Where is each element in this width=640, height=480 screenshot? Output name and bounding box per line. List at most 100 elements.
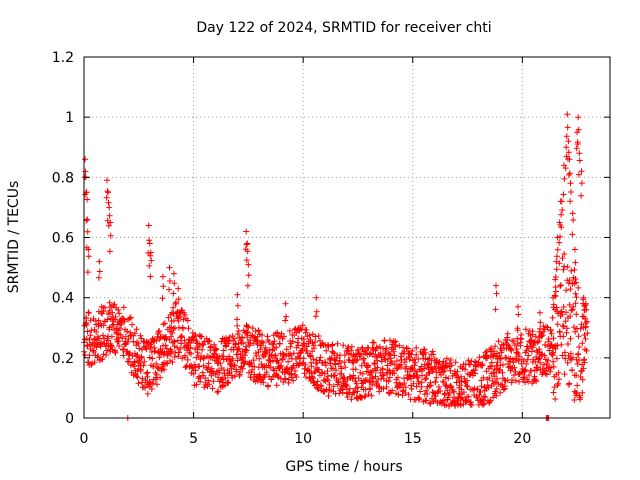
data-point: [178, 340, 185, 347]
data-point: [353, 380, 360, 387]
data-point: [354, 356, 361, 363]
data-point: [112, 349, 119, 356]
data-point: [427, 400, 434, 407]
data-point: [206, 369, 213, 376]
data-point: [565, 138, 572, 145]
data-point: [467, 361, 474, 368]
data-point: [396, 342, 403, 349]
data-point: [575, 171, 582, 178]
data-point: [156, 328, 163, 334]
data-point: [116, 343, 123, 349]
data-point: [351, 389, 358, 396]
data-point: [299, 322, 306, 329]
data-point: [355, 346, 362, 353]
data-point: [209, 385, 216, 392]
data-point: [313, 308, 320, 315]
data-point: [491, 366, 498, 373]
data-point: [550, 363, 557, 370]
data-point: [476, 354, 483, 361]
data-point: [311, 345, 317, 352]
data-point: [283, 313, 290, 320]
data-point: [308, 363, 315, 370]
data-point: [557, 222, 564, 228]
y-tick-label: 1.2: [52, 50, 74, 66]
data-point: [489, 378, 496, 384]
data-point: [358, 394, 365, 401]
data-point: [569, 210, 576, 217]
data-point: [250, 357, 257, 364]
data-point: [271, 338, 278, 345]
data-point: [440, 397, 447, 404]
data-point: [83, 335, 90, 342]
data-point: [339, 389, 346, 396]
x-tick-label: 5: [189, 431, 198, 447]
data-point: [160, 283, 167, 290]
data-point: [492, 306, 499, 313]
data-point: [141, 358, 148, 365]
data-point: [563, 309, 570, 316]
data-point: [569, 231, 576, 238]
data-point: [571, 324, 577, 331]
data-point: [244, 323, 251, 330]
data-point: [391, 352, 398, 359]
data-point: [324, 368, 331, 375]
x-tick-label: 0: [80, 431, 89, 447]
data-point: [257, 346, 264, 353]
data-point: [426, 370, 433, 377]
data-point: [156, 354, 163, 361]
data-point: [205, 360, 212, 367]
data-point: [547, 368, 554, 375]
data-point: [573, 145, 580, 152]
data-point: [277, 363, 283, 370]
data-point: [82, 156, 89, 163]
data-point: [107, 219, 114, 226]
data-point: [525, 378, 532, 385]
data-point: [441, 368, 448, 375]
data-point: [495, 338, 502, 345]
data-point: [502, 383, 508, 390]
data-point: [536, 328, 543, 335]
data-point: [564, 111, 571, 118]
data-point: [244, 248, 251, 255]
data-point: [90, 348, 97, 355]
data-point: [359, 370, 366, 377]
data-point: [133, 373, 140, 380]
data-point: [166, 286, 172, 293]
data-point: [353, 357, 360, 364]
data-point: [561, 349, 568, 356]
data-point: [516, 378, 523, 385]
data-point: [563, 133, 570, 140]
data-point: [244, 282, 251, 289]
data-point: [168, 348, 175, 355]
data-point: [574, 361, 581, 367]
data-point: [102, 343, 109, 350]
data-point: [570, 217, 577, 223]
data-point: [241, 352, 248, 359]
data-point: [460, 389, 467, 396]
data-point: [405, 391, 412, 398]
data-point: [446, 390, 453, 397]
data-point: [194, 349, 201, 356]
data-point: [487, 353, 494, 360]
data-point: [553, 355, 560, 362]
data-point: [582, 346, 588, 353]
data-point: [542, 341, 549, 348]
data-point: [321, 377, 328, 383]
data-point: [572, 328, 579, 335]
data-point: [138, 353, 145, 360]
data-point: [579, 389, 586, 396]
data-point: [578, 192, 585, 199]
data-point: [154, 364, 161, 371]
data-point: [342, 364, 349, 371]
data-point: [144, 390, 151, 397]
data-point: [187, 344, 194, 351]
data-point: [130, 338, 137, 345]
data-point: [294, 339, 301, 346]
data-point: [84, 269, 91, 276]
data-point: [566, 170, 573, 177]
data-point: [547, 328, 554, 334]
data-point: [245, 324, 252, 331]
data-point: [106, 299, 113, 306]
data-point: [549, 314, 556, 321]
data-point: [560, 333, 567, 340]
